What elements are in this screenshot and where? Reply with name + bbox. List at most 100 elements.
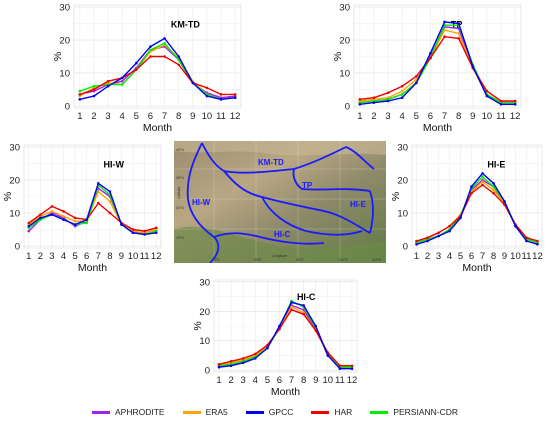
y-tick-label: 10 <box>397 208 408 219</box>
map-lon-tick: 70°E <box>212 258 220 262</box>
data-point-gpcc <box>78 98 82 101</box>
data-point-era5 <box>50 210 54 213</box>
data-point-gpcc <box>481 172 484 175</box>
x-tick-label: 7 <box>162 111 167 122</box>
data-point-har <box>470 191 473 195</box>
data-point-har <box>448 224 451 228</box>
data-point-gpcc <box>120 76 124 80</box>
x-axis-title: Month <box>143 122 172 134</box>
data-point-har <box>163 55 166 58</box>
x-tick-label: 8 <box>176 111 181 122</box>
x-tick-label: 5 <box>265 375 270 386</box>
data-point-era5 <box>400 89 404 93</box>
data-point-har <box>338 364 342 368</box>
y-tick-label: 0 <box>345 101 350 112</box>
x-tick-label: 2 <box>38 251 43 262</box>
data-point-har <box>154 226 158 230</box>
x-tick-label: 6 <box>428 111 433 122</box>
x-axis-title: Month <box>462 262 491 274</box>
data-point-gpcc <box>314 324 318 328</box>
data-point-gpcc <box>503 200 506 203</box>
data-point-persiann-cdr <box>400 93 404 96</box>
data-point-har <box>73 216 77 220</box>
data-point-gpcc <box>415 81 418 85</box>
data-point-har <box>457 37 460 40</box>
y-tick-label: 0 <box>15 241 20 252</box>
data-point-gpcc <box>372 101 376 104</box>
x-tick-label: 2 <box>228 375 233 386</box>
data-point-gpcc <box>471 65 475 68</box>
map-lat-tick: 25°N <box>176 236 184 240</box>
data-point-gpcc <box>400 96 404 99</box>
data-point-persiann-cdr <box>120 83 124 86</box>
data-point-gpcc <box>73 223 77 226</box>
data-point-gpcc <box>205 94 209 98</box>
data-point-har <box>229 360 233 363</box>
data-point-har <box>485 89 489 93</box>
x-tick-label: 5 <box>134 111 139 122</box>
data-point-gpcc <box>443 20 446 24</box>
data-point-gpcc <box>492 182 495 185</box>
legend-item-persiann-cdr: PERSIANN-CDR <box>370 407 458 417</box>
x-tick-label: 4 <box>400 111 405 122</box>
series-line-har <box>28 202 157 232</box>
x-tick-label: 9 <box>119 251 124 262</box>
legend-label: GPCC <box>268 407 294 417</box>
chart-legend: APHRODITE ERA5 GPCC HAR PERSIANN-CDR <box>0 404 550 420</box>
data-point-gpcc <box>485 94 489 98</box>
series-line-har <box>79 55 236 96</box>
y-axis-title: % <box>332 52 344 61</box>
x-tick-label: 6 <box>469 251 474 262</box>
panel-region-label: KM-TD <box>171 20 200 30</box>
map-y-label: Latitude <box>177 186 181 199</box>
data-point-gpcc <box>96 182 100 185</box>
x-tick-label: 4 <box>447 251 452 262</box>
data-point-gpcc <box>290 301 293 304</box>
data-point-gpcc <box>39 216 42 220</box>
data-point-persiann-cdr <box>163 42 166 45</box>
data-point-har <box>217 362 221 366</box>
x-axis-title: Month <box>78 262 107 274</box>
data-point-har <box>27 221 31 225</box>
panel-region-label: HI-C <box>297 292 316 302</box>
data-point-har <box>205 86 209 90</box>
y-tick-label: 10 <box>9 208 20 219</box>
x-tick-label: 10 <box>482 111 493 122</box>
data-point-era5 <box>457 32 460 35</box>
x-tick-label: 10 <box>128 251 139 262</box>
x-tick-label: 4 <box>253 375 258 386</box>
x-tick-label: 2 <box>91 111 96 122</box>
data-point-har <box>302 312 305 316</box>
x-tick-label: 11 <box>140 251 150 262</box>
data-point-gpcc <box>358 102 362 106</box>
x-tick-label: 12 <box>532 251 543 262</box>
data-point-har <box>135 68 138 71</box>
data-point-har <box>350 364 354 368</box>
panel-km-td: 0 10 20 30 1 2 3 4 5 6 7 8 9 10 11 12 Month% KM-TD <box>50 0 250 135</box>
data-point-gpcc <box>62 218 65 221</box>
data-point-gpcc <box>426 239 429 243</box>
map-label-hi-w: HI-W <box>192 198 211 207</box>
x-tick-label: 2 <box>425 251 430 262</box>
legend-swatch <box>311 410 330 414</box>
data-point-gpcc <box>143 233 146 236</box>
data-point-era5 <box>443 28 446 32</box>
series-line-gpcc <box>28 182 157 236</box>
data-point-har <box>96 201 100 205</box>
data-point-har <box>481 183 484 187</box>
panel-region-label: HI-E <box>487 160 505 170</box>
data-point-gpcc <box>457 22 460 25</box>
data-point-persiann-cdr <box>85 221 89 225</box>
region-map-svg: KM-TD TP HI-W HI-E HI-C 70°E 80°E 90°E 1… <box>174 141 386 263</box>
x-tick-label: 3 <box>105 111 110 122</box>
map-x-label: Longitude <box>272 254 287 258</box>
x-tick-label: 6 <box>84 251 89 262</box>
data-point-persiann-cdr <box>92 84 96 88</box>
x-tick-label: 7 <box>480 251 485 262</box>
x-tick-label: 3 <box>385 111 390 122</box>
panel-tp: 0 10 20 30 1 2 3 4 5 6 7 8 9 10 11 12 Month% TP <box>330 0 530 135</box>
y-tick-label: 10 <box>59 68 70 79</box>
data-point-har <box>253 352 257 356</box>
